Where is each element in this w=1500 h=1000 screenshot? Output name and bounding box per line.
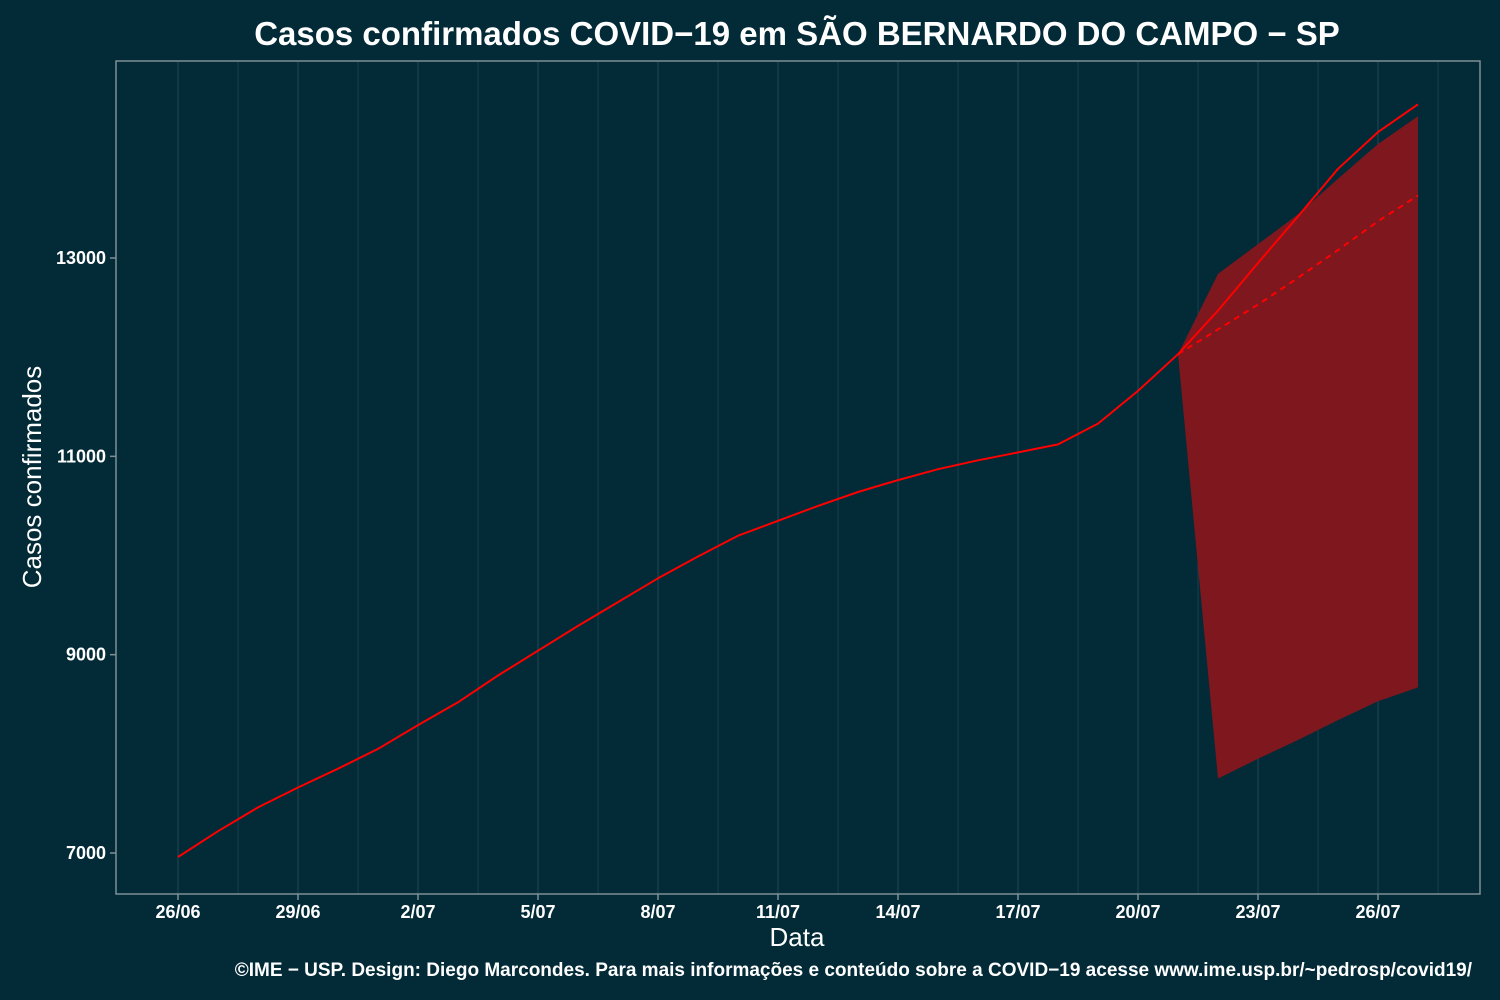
x-tick-label: 5/07: [520, 902, 555, 922]
chart-caption: ©IME − USP. Design: Diego Marcondes. Par…: [235, 960, 1473, 981]
x-tick-label: 8/07: [640, 902, 675, 922]
x-axis: 26/06 29/06 2/07 5/07 8/07 11/07 14/07 17/07 20/…: [155, 894, 1401, 922]
x-tick-label: 14/07: [875, 902, 920, 922]
y-tick-label: 7000: [66, 843, 106, 863]
prediction-interval-area: [1178, 116, 1418, 779]
y-axis-title: Casos confirmados: [17, 366, 47, 589]
x-tick-label: 2/07: [400, 902, 435, 922]
x-tick-label: 29/06: [275, 902, 320, 922]
series-lines: [177, 103, 1419, 858]
y-tick-label: 9000: [66, 645, 106, 665]
x-tick-label: 17/07: [995, 902, 1040, 922]
x-tick-label: 20/07: [1115, 902, 1160, 922]
x-tick-label: 11/07: [756, 902, 800, 922]
chart-title: Casos confirmados COVID−19 em SÃO BERNAR…: [254, 15, 1340, 52]
x-axis-title: Data: [770, 922, 825, 952]
observed-line: [177, 103, 1419, 858]
predicted-line: [1177, 194, 1419, 356]
x-tick-label: 26/07: [1355, 902, 1400, 922]
x-tick-label: 26/06: [155, 902, 200, 922]
y-tick-label: 11000: [57, 446, 106, 466]
plot-border: [115, 60, 1481, 895]
y-tick-label: 13000: [56, 248, 106, 268]
prediction-band: [1178, 116, 1418, 779]
x-tick-label: 23/07: [1235, 902, 1280, 922]
y-axis: 7000 9000 11000 13000: [56, 248, 116, 863]
